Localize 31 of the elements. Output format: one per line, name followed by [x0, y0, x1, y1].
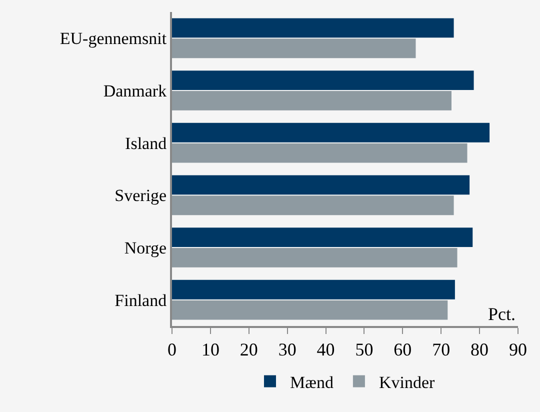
x-tick-label: 90 [509, 340, 527, 360]
bar [172, 300, 448, 320]
bar [172, 280, 455, 300]
bar [172, 38, 416, 58]
bar [172, 196, 454, 216]
bar [172, 175, 470, 195]
y-tick-label: Finland [114, 290, 168, 310]
bar [172, 70, 474, 90]
legend-label: Mænd [290, 372, 334, 392]
legend-label: Kvinder [378, 372, 435, 392]
x-tick-label: 80 [470, 340, 489, 360]
bar [172, 18, 454, 38]
x-tick-label: 10 [201, 340, 220, 360]
bar [172, 248, 458, 268]
y-tick-label: Danmark [103, 81, 168, 100]
bar [172, 91, 452, 110]
annotation: Pct. [488, 304, 516, 324]
x-tick-label: 0 [168, 340, 176, 360]
x-tick-label: 20 [240, 340, 258, 360]
bar [172, 228, 473, 247]
x-tick-label: 60 [394, 340, 412, 360]
x-tick-label: 40 [316, 340, 335, 360]
y-tick-label: EU-gennemsnit [60, 29, 167, 48]
x-tick-label: 50 [355, 340, 374, 360]
y-tick-label: Island [125, 134, 168, 153]
y-tick-label: Sverige [114, 186, 167, 206]
bar [172, 143, 468, 163]
y-tick-label: Norge [124, 238, 167, 258]
x-tick-label: 70 [432, 340, 450, 360]
x-tick-label: 30 [278, 340, 296, 360]
bar [172, 122, 490, 142]
